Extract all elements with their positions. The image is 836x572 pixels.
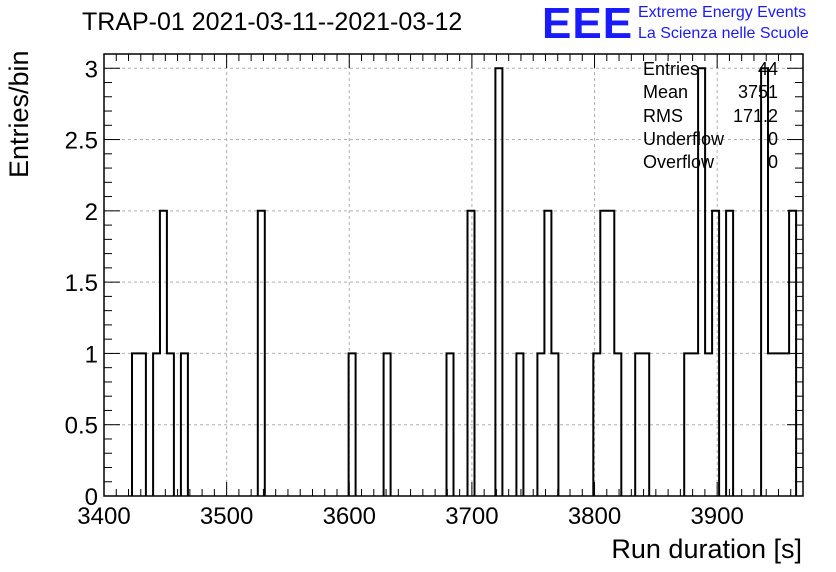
- y-tick-label: 1: [85, 341, 98, 368]
- x-tick-label: 3600: [323, 503, 376, 530]
- x-axis-label: Run duration [s]: [611, 534, 802, 564]
- plot-frame: [103, 53, 804, 497]
- y-tick-label: 3: [85, 56, 98, 83]
- x-tick-label: 3400: [77, 503, 130, 530]
- stat-value-entries: 44: [757, 59, 778, 79]
- y-axis-label: Entries/bin: [4, 50, 34, 178]
- stat-value-underflow: 0: [767, 129, 778, 149]
- tick-labels: 3400 3500 3600 3700 3800 3900 0 0.5 1 1.5 2 2.5 3: [65, 56, 744, 530]
- chart-title: TRAP-01 2021-03-11--2021-03-12: [82, 8, 463, 36]
- x-tick-label: 3800: [568, 503, 621, 530]
- stat-label-mean: Mean: [643, 82, 689, 102]
- stat-label-overflow: Overflow: [643, 152, 715, 172]
- stat-label-entries: Entries: [643, 59, 700, 79]
- y-tick-label: 2: [85, 199, 98, 226]
- stat-value-rms: 171.2: [732, 106, 778, 126]
- histogram-outline: [131, 67, 798, 496]
- axis-ticks: [103, 53, 804, 497]
- logo-line-1: Extreme Energy Events: [638, 4, 807, 21]
- histogram-bins: [131, 67, 798, 496]
- stat-label-underflow: Underflow: [643, 129, 725, 149]
- stat-value-overflow: 0: [767, 152, 778, 172]
- eee-logo: EEE: [542, 0, 634, 48]
- logo-line-2: La Scienza nelle Scuole: [638, 25, 809, 42]
- y-tick-label: 2.5: [65, 128, 98, 155]
- stat-value-mean: 3751: [737, 82, 778, 102]
- y-tick-label: 1.5: [65, 270, 98, 297]
- plot-border: [103, 53, 804, 497]
- y-tick-label: 0: [85, 484, 98, 511]
- stat-label-rms: RMS: [643, 106, 683, 126]
- y-tick-label: 0.5: [65, 413, 98, 440]
- x-tick-label: 3900: [690, 503, 743, 530]
- x-tick-label: 3500: [200, 503, 253, 530]
- x-tick-label: 3700: [445, 503, 498, 530]
